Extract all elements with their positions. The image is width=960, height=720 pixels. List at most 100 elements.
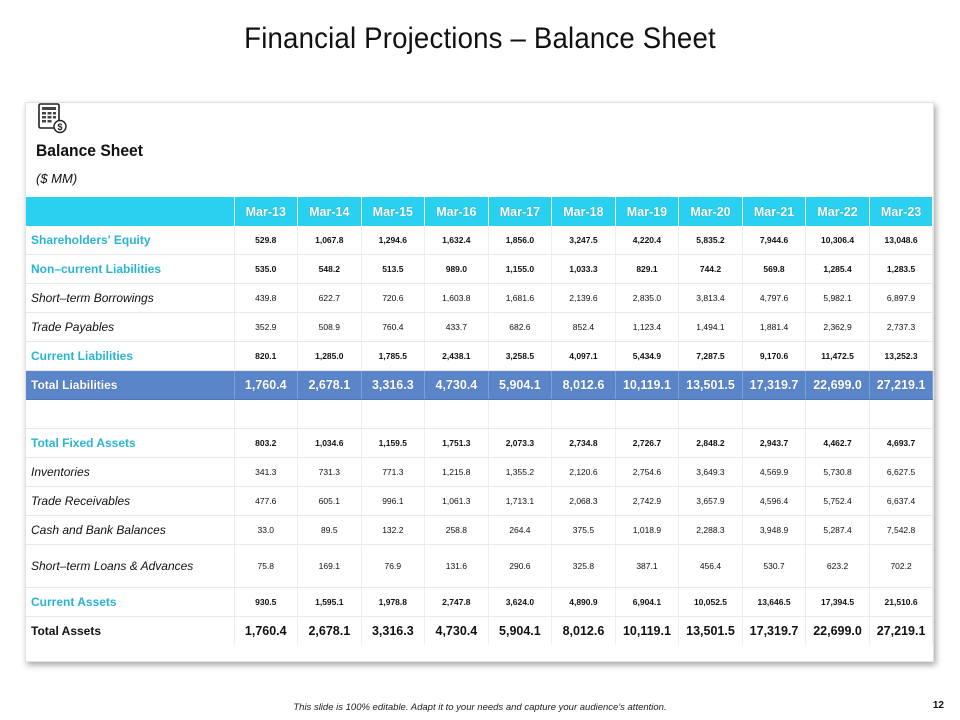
value-cell: 930.5 — [234, 587, 299, 617]
value-cell: 2,068.3 — [551, 486, 616, 516]
value-cell: 2,742.9 — [615, 486, 680, 516]
row-label: Trade Receivables — [26, 486, 235, 516]
row-label: Current Assets — [26, 587, 235, 617]
column-header: Mar-13 — [234, 197, 299, 226]
footer-note: This slide is 100% editable. Adapt it to… — [293, 702, 667, 713]
table-row: Cash and Bank Balances 33.0 89.5 132.2 258.8… — [26, 515, 934, 545]
table-row: Short–term Loans & Advances 75.8 169.1 76.9… — [26, 544, 934, 588]
empty-cell — [678, 399, 743, 429]
value-cell: 4,596.4 — [742, 486, 807, 516]
value-cell: 456.4 — [678, 544, 743, 588]
value-cell: 13,501.5 — [678, 370, 743, 400]
value-cell: 1,355.2 — [488, 457, 553, 487]
value-cell: 622.7 — [297, 283, 362, 313]
value-cell: 13,501.5 — [678, 616, 743, 645]
value-cell: 6,904.1 — [615, 587, 680, 617]
value-cell: 17,319.7 — [742, 370, 807, 400]
value-cell: 1,067.8 — [297, 226, 362, 255]
value-cell: 352.9 — [234, 312, 299, 342]
value-cell: 829.1 — [615, 254, 680, 284]
value-cell: 10,052.5 — [678, 587, 743, 617]
value-cell: 2,848.2 — [678, 428, 743, 458]
value-cell: 2,678.1 — [297, 616, 362, 645]
value-cell: 1,760.4 — [234, 616, 299, 645]
column-header: Mar-14 — [297, 197, 362, 226]
balance-sheet-heading: Balance Sheet — [36, 141, 143, 160]
balance-sheet-table: Mar-13 Mar-14 Mar-15 Mar-16 Mar-17 Mar-1… — [26, 197, 934, 645]
value-cell: 996.1 — [361, 486, 426, 516]
column-header: Mar-22 — [805, 197, 870, 226]
value-cell: 477.6 — [234, 486, 299, 516]
value-cell: 4,569.9 — [742, 457, 807, 487]
value-cell: 7,542.8 — [869, 515, 934, 545]
spacer-row — [26, 399, 934, 429]
value-cell: 2,362.9 — [805, 312, 870, 342]
column-header: Mar-18 — [551, 197, 616, 226]
table-row: Non–current Liabilities 535.0 548.2 513.5 98… — [26, 254, 934, 284]
row-label: Total Assets — [26, 616, 235, 645]
value-cell: 5,835.2 — [678, 226, 743, 255]
value-cell: 4,730.4 — [424, 370, 489, 400]
header-label-cell — [26, 197, 235, 226]
table-row: Shareholders' Equity 529.8 1,067.8 1,294.6 1… — [26, 226, 934, 255]
value-cell: 5,904.1 — [488, 370, 553, 400]
value-cell: 33.0 — [234, 515, 299, 545]
value-cell: 11,472.5 — [805, 341, 870, 371]
value-cell: 4,890.9 — [551, 587, 616, 617]
value-cell: 6,897.9 — [869, 283, 934, 313]
empty-cell — [297, 399, 362, 429]
value-cell: 513.5 — [361, 254, 426, 284]
value-cell: 720.6 — [361, 283, 426, 313]
value-cell: 89.5 — [297, 515, 362, 545]
empty-cell — [424, 399, 489, 429]
value-cell: 2,737.3 — [869, 312, 934, 342]
value-cell: 13,048.6 — [869, 226, 934, 255]
value-cell: 535.0 — [234, 254, 299, 284]
value-cell: 75.8 — [234, 544, 299, 588]
value-cell: 548.2 — [297, 254, 362, 284]
value-cell: 6,637.4 — [869, 486, 934, 516]
value-cell: 2,835.0 — [615, 283, 680, 313]
value-cell: 2,120.6 — [551, 457, 616, 487]
value-cell: 1,595.1 — [297, 587, 362, 617]
value-cell: 1,856.0 — [488, 226, 553, 255]
value-cell: 3,316.3 — [361, 370, 426, 400]
value-cell: 10,306.4 — [805, 226, 870, 255]
value-cell: 7,944.6 — [742, 226, 807, 255]
value-cell: 623.2 — [805, 544, 870, 588]
table-row: Current Assets 930.5 1,595.1 1,978.8 2,747.8… — [26, 587, 934, 617]
row-label: Cash and Bank Balances — [26, 515, 235, 545]
value-cell: 6,627.5 — [869, 457, 934, 487]
value-cell: 169.1 — [297, 544, 362, 588]
column-header: Mar-20 — [678, 197, 743, 226]
column-header: Mar-17 — [488, 197, 553, 226]
table-row: Total Assets 1,760.4 2,678.1 3,316.3 4,730.4… — [26, 616, 934, 645]
value-cell: 8,012.6 — [551, 370, 616, 400]
unit-label: ($ MM) — [36, 171, 78, 186]
empty-cell — [869, 399, 934, 429]
value-cell: 325.8 — [551, 544, 616, 588]
value-cell: 3,813.4 — [678, 283, 743, 313]
value-cell: 1,061.3 — [424, 486, 489, 516]
empty-cell — [805, 399, 870, 429]
value-cell: 341.3 — [234, 457, 299, 487]
value-cell: 1,155.0 — [488, 254, 553, 284]
value-cell: 2,073.3 — [488, 428, 553, 458]
balance-sheet-panel: $ Balance Sheet ($ MM) Mar-13 Mar-14 Mar… — [25, 102, 934, 662]
value-cell: 10,119.1 — [615, 370, 680, 400]
table-row: Inventories 341.3 731.3 771.3 1,215.8 1,355.2… — [26, 457, 934, 487]
value-cell: 760.4 — [361, 312, 426, 342]
value-cell: 4,462.7 — [805, 428, 870, 458]
value-cell: 1,494.1 — [678, 312, 743, 342]
svg-text:$: $ — [57, 122, 62, 132]
value-cell: 605.1 — [297, 486, 362, 516]
value-cell: 132.2 — [361, 515, 426, 545]
value-cell: 5,982.1 — [805, 283, 870, 313]
empty-cell — [551, 399, 616, 429]
value-cell: 22,699.0 — [805, 616, 870, 645]
value-cell: 682.6 — [488, 312, 553, 342]
table-row: Total Fixed Assets 803.2 1,034.6 1,159.5 1,7… — [26, 428, 934, 458]
balance-sheet-document-dollar-icon: $ — [38, 103, 68, 135]
value-cell: 569.8 — [742, 254, 807, 284]
value-cell: 2,943.7 — [742, 428, 807, 458]
